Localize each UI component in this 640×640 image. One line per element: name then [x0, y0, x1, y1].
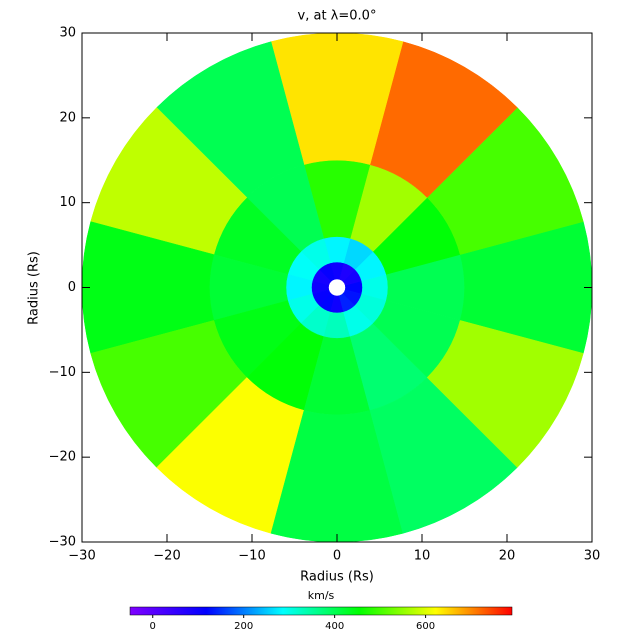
x-tick-label: 10 [414, 549, 431, 564]
y-tick-label: −30 [49, 535, 76, 550]
colorbar-label: km/s [308, 589, 335, 602]
heat-cell [270, 32, 404, 165]
heat-cell [369, 377, 518, 534]
colorbar-tick-label: 200 [234, 621, 253, 632]
x-tick-label: −20 [153, 549, 180, 564]
y-axis-label: Radius (Rs) [27, 251, 42, 325]
x-tick-label: 20 [499, 549, 516, 564]
colorbar [129, 606, 513, 616]
colorbar-tick-label: 0 [150, 621, 156, 632]
heat-cell [156, 377, 305, 534]
y-tick-label: −10 [49, 365, 76, 380]
heat-cell [90, 320, 248, 468]
x-axis-label: Radius (Rs) [300, 570, 374, 585]
colorbar-tick-label: 600 [416, 621, 435, 632]
heat-cell [90, 107, 248, 255]
heat-cell [270, 410, 404, 543]
x-tick-label: −10 [238, 549, 265, 564]
heat-cell [426, 320, 584, 468]
x-tick-label: −30 [68, 549, 95, 564]
heat-cell [426, 107, 584, 255]
heat-cell [81, 221, 215, 354]
heat-cell [156, 41, 305, 198]
colorbar-tick-label: 400 [325, 621, 344, 632]
x-tick-label: 0 [333, 549, 341, 564]
heat-cell [369, 41, 518, 198]
chart-title: v, at λ=0.0° [298, 9, 377, 24]
y-tick-label: 10 [59, 195, 76, 210]
y-tick-label: 0 [68, 280, 76, 295]
heat-cell [459, 221, 593, 354]
y-tick-label: 30 [59, 26, 76, 41]
y-tick-label: 20 [59, 110, 76, 125]
x-tick-label: 30 [584, 549, 601, 564]
y-tick-label: −20 [49, 450, 76, 465]
